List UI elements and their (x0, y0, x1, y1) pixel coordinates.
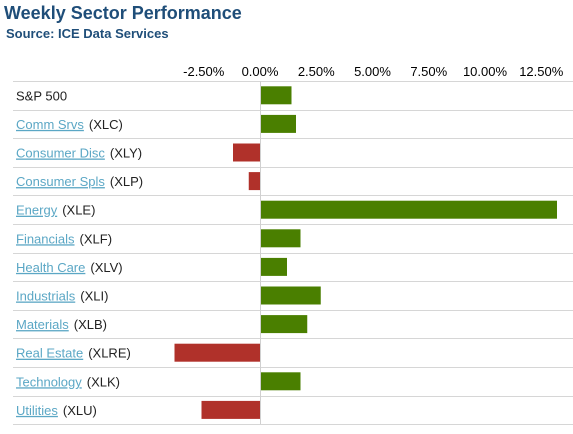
sector-bar (260, 315, 308, 334)
x-tick-label: -2.50% (183, 64, 225, 79)
sector-bar (260, 114, 296, 133)
sector-link[interactable]: Consumer Spls (16, 174, 105, 189)
sector-row: Consumer Spls (XLP) (16, 172, 260, 191)
sector-bar (260, 229, 301, 248)
sector-link[interactable]: Consumer Disc (16, 146, 105, 161)
sector-bar (260, 372, 301, 391)
sector-label: S&P 500 (16, 88, 67, 103)
sector-bar (201, 400, 260, 419)
x-axis-tick-labels: -2.50% 0.00% 2.50% 5.00% 7.50% 10.00% 12.50% (183, 64, 564, 79)
chart-subtitle: Source: ICE Data Services (6, 26, 169, 41)
sector-row: Industrials (XLI) (16, 286, 321, 305)
x-tick-label: 12.50% (519, 64, 564, 79)
sector-row: S&P 500 (16, 86, 292, 105)
sector-bar (260, 86, 292, 105)
sector-ticker: (XLK) (87, 374, 120, 389)
sector-bar (248, 172, 260, 191)
sector-ticker: (XLU) (63, 403, 97, 418)
x-tick-label: 10.00% (463, 64, 508, 79)
chart-title: Weekly Sector Performance (4, 3, 242, 23)
sector-link[interactable]: Utilities (16, 403, 58, 418)
sector-link[interactable]: Comm Srvs (16, 117, 84, 132)
sector-bar (174, 343, 260, 362)
sector-row: Energy (XLE) (16, 200, 557, 219)
sector-link[interactable]: Materials (16, 317, 69, 332)
sector-row: Financials (XLF) (16, 229, 301, 248)
x-tick-label: 5.00% (354, 64, 391, 79)
sector-ticker: (XLF) (80, 231, 113, 246)
sector-row: Consumer Disc (XLY) (16, 143, 260, 162)
sector-link[interactable]: Energy (16, 203, 58, 218)
sector-ticker: (XLRE) (88, 346, 131, 361)
x-tick-label: 0.00% (242, 64, 279, 79)
sector-ticker: (XLV) (90, 260, 122, 275)
sector-ticker: (XLB) (74, 317, 107, 332)
sector-link[interactable]: Industrials (16, 289, 76, 304)
sector-bar (260, 257, 287, 276)
x-tick-label: 7.50% (410, 64, 447, 79)
sector-row: Technology (XLK) (16, 372, 301, 391)
sector-ticker: (XLE) (62, 203, 95, 218)
sector-link[interactable]: Real Estate (16, 346, 83, 361)
sector-row: Materials (XLB) (16, 315, 308, 334)
sector-ticker: (XLP) (110, 174, 143, 189)
sector-bar (260, 200, 557, 219)
sector-row: Utilities (XLU) (16, 400, 260, 419)
sector-ticker: (XLY) (110, 146, 142, 161)
sector-link[interactable]: Financials (16, 231, 75, 246)
sector-ticker: (XLC) (89, 117, 123, 132)
sector-row: Comm Srvs (XLC) (16, 114, 296, 133)
sector-bar (233, 143, 260, 162)
sector-ticker: (XLI) (80, 289, 108, 304)
sector-row: Real Estate (XLRE) (16, 343, 260, 362)
sector-link[interactable]: Health Care (16, 260, 85, 275)
row-separators (13, 81, 573, 425)
x-tick-label: 2.50% (298, 64, 335, 79)
sector-bar (260, 286, 321, 305)
sector-link[interactable]: Technology (16, 374, 82, 389)
sector-row: Health Care (XLV) (16, 257, 287, 276)
